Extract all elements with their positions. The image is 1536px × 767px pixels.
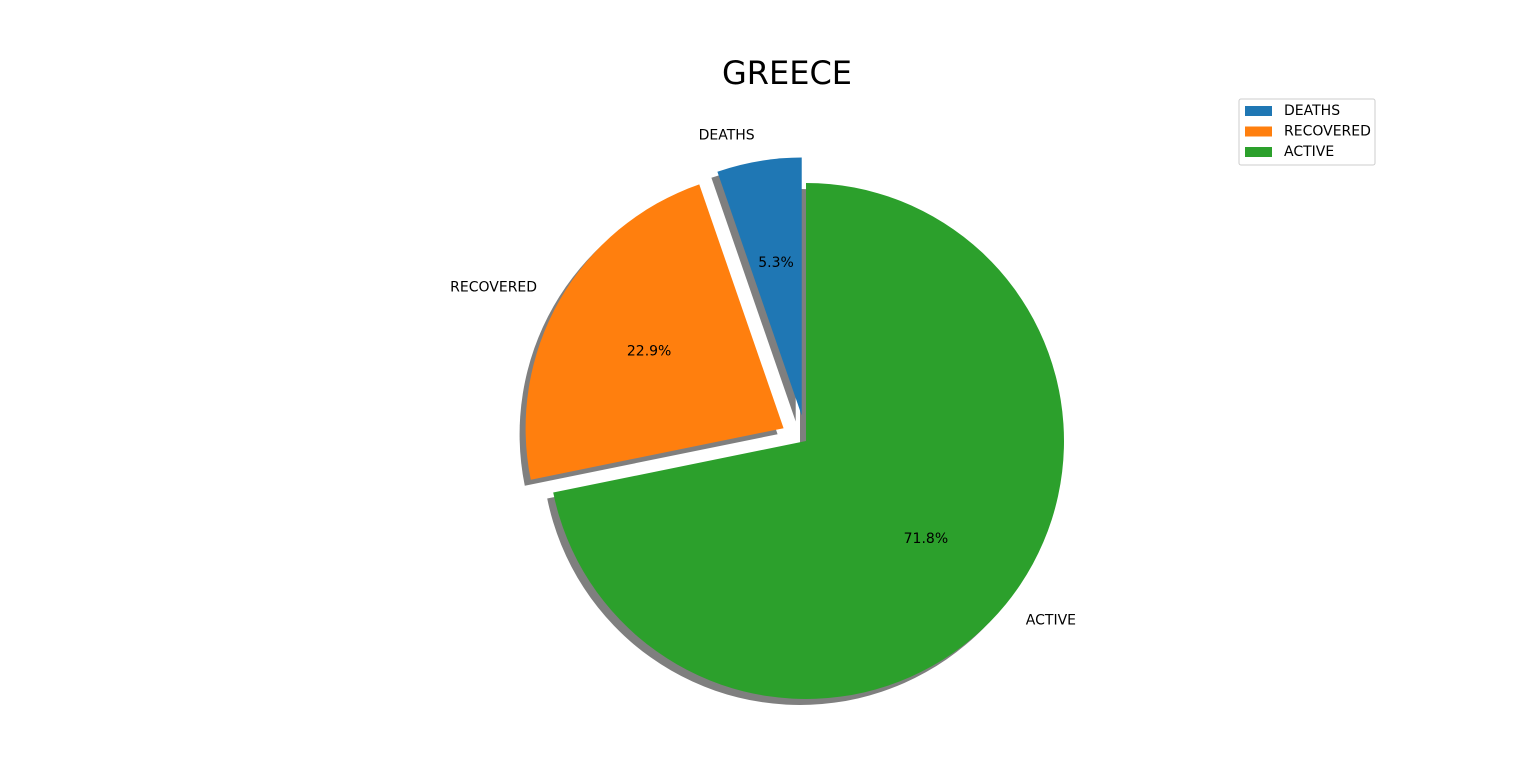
legend-frame bbox=[1238, 98, 1376, 166]
legend: DEATHS RECOVERED ACTIVE bbox=[1238, 98, 1376, 166]
category-label-active: ACTIVE bbox=[1026, 613, 1076, 629]
legend-label-recovered: RECOVERED bbox=[1284, 124, 1371, 140]
pct-label-deaths: 5.3% bbox=[758, 255, 794, 271]
pie-slices bbox=[525, 157, 1064, 699]
legend-label-deaths: DEATHS bbox=[1284, 103, 1340, 119]
category-label-recovered: RECOVERED bbox=[450, 280, 537, 296]
legend-swatch-deaths bbox=[1245, 106, 1272, 116]
slice-deaths bbox=[717, 157, 802, 416]
chart-title: GREECE bbox=[722, 54, 852, 92]
slice-labels: 5.3% DEATHS 22.9% RECOVERED 71.8% ACTIVE bbox=[450, 128, 1076, 629]
slice-active bbox=[553, 183, 1064, 699]
legend-swatch-recovered bbox=[1245, 126, 1272, 137]
category-label-deaths: DEATHS bbox=[699, 128, 755, 144]
legend-swatch-active bbox=[1245, 147, 1272, 157]
slice-recovered bbox=[525, 184, 784, 480]
pct-label-recovered: 22.9% bbox=[627, 344, 671, 360]
pct-label-active: 71.8% bbox=[904, 531, 948, 547]
legend-label-active: ACTIVE bbox=[1284, 144, 1334, 160]
